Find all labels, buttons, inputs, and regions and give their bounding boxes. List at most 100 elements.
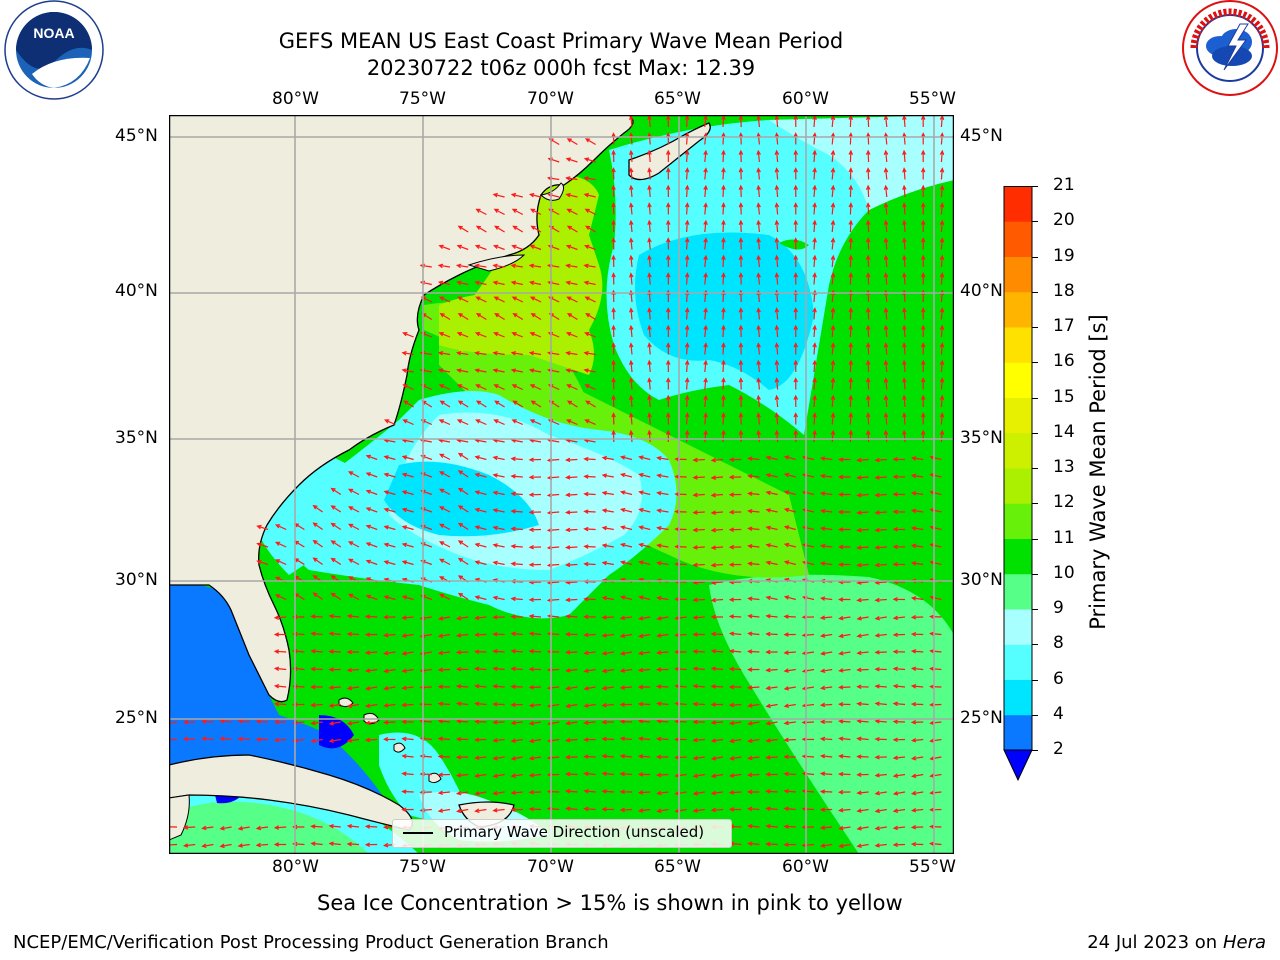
wave-vector-arrow bbox=[655, 736, 669, 742]
wave-vector-arrow bbox=[565, 280, 578, 286]
wave-vector-arrow bbox=[692, 562, 705, 568]
wave-vector-arrow bbox=[756, 272, 761, 285]
wave-vector-arrow bbox=[865, 394, 871, 408]
colorbar-tick-label: 20 bbox=[1053, 210, 1075, 231]
wave-vector-arrow bbox=[510, 738, 523, 743]
wave-vector-arrow bbox=[439, 400, 451, 408]
wave-vector-arrow bbox=[474, 490, 487, 496]
wave-vector-arrow bbox=[330, 557, 342, 566]
wave-vector-arrow bbox=[902, 219, 907, 233]
wave-vector-arrow bbox=[721, 219, 726, 233]
wave-vector-arrow bbox=[812, 132, 817, 145]
wave-vector-arrow bbox=[611, 149, 616, 163]
wave-vector-arrow bbox=[756, 254, 761, 268]
wave-vector-arrow bbox=[457, 540, 469, 548]
wave-vector-arrow bbox=[328, 667, 341, 672]
wave-vector-arrow bbox=[865, 324, 871, 338]
wave-vector-arrow bbox=[692, 808, 705, 813]
wave-vector-arrow bbox=[874, 545, 887, 550]
wave-vector-arrow bbox=[883, 342, 889, 355]
wave-vector-arrow bbox=[403, 400, 414, 408]
wave-vector-arrow bbox=[765, 755, 778, 760]
lon-label-bottom-80w: 80°W bbox=[272, 857, 319, 877]
wave-vector-arrow bbox=[583, 632, 596, 638]
wave-vector-arrow bbox=[703, 429, 708, 443]
wave-vector-arrow bbox=[401, 771, 414, 777]
wave-vector-arrow bbox=[437, 684, 451, 690]
wave-vector-arrow bbox=[528, 492, 542, 498]
wave-vector-arrow bbox=[838, 719, 851, 724]
wave-vector-arrow bbox=[474, 368, 487, 373]
wave-vector-arrow bbox=[647, 412, 652, 425]
wave-vector-arrow bbox=[721, 167, 726, 180]
wave-vector-arrow bbox=[492, 508, 505, 513]
wave-vector-arrow bbox=[939, 307, 945, 320]
wave-vector-arrow bbox=[528, 474, 542, 480]
wave-vector-arrow bbox=[939, 184, 945, 198]
colorbar-label: Primary Wave Mean Period [s] bbox=[1086, 314, 1110, 630]
wave-vector-arrow bbox=[728, 474, 742, 480]
wave-vector-arrow bbox=[765, 490, 778, 496]
wave-vector-arrow bbox=[638, 525, 651, 531]
wave-vector-arrow bbox=[674, 456, 687, 462]
wave-vector-arrow bbox=[456, 808, 469, 814]
wave-vector-arrow bbox=[601, 473, 614, 478]
wave-vector-arrow bbox=[929, 614, 942, 620]
lat-label-left-40n: 40°N bbox=[115, 281, 158, 301]
lat-label-left-45n: 45°N bbox=[115, 126, 158, 146]
wave-vector-arrow bbox=[601, 685, 614, 691]
wave-vector-arrow bbox=[848, 202, 854, 215]
wave-vector-arrow bbox=[312, 522, 323, 530]
wave-vector-arrow bbox=[346, 824, 360, 829]
wave-vector-arrow bbox=[438, 453, 451, 461]
wave-vector-arrow bbox=[474, 666, 487, 672]
wave-vector-arrow bbox=[456, 351, 469, 356]
wave-vector-arrow bbox=[565, 771, 578, 777]
wave-vector-arrow bbox=[738, 167, 744, 180]
wave-vector-arrow bbox=[910, 649, 924, 654]
wave-vector-arrow bbox=[830, 254, 836, 268]
wave-vector-arrow bbox=[583, 509, 596, 514]
wave-vector-arrow bbox=[674, 683, 687, 689]
wave-vector-arrow bbox=[865, 219, 871, 233]
wave-vector-arrow bbox=[774, 429, 780, 443]
wave-vector-arrow bbox=[774, 202, 780, 215]
wave-vector-arrow bbox=[665, 377, 671, 390]
wave-vector-arrow bbox=[364, 824, 378, 829]
wave-vector-arrow bbox=[728, 702, 742, 708]
wave-vector-arrow bbox=[364, 842, 378, 847]
wave-vector-arrow bbox=[529, 296, 542, 303]
wave-vector-arrow bbox=[364, 614, 378, 619]
wave-vector-arrow bbox=[747, 544, 760, 549]
wave-vector-arrow bbox=[830, 307, 836, 320]
wave-vector-arrow bbox=[601, 490, 614, 496]
wave-vector-arrow bbox=[902, 377, 907, 390]
wave-vector-arrow bbox=[647, 149, 652, 163]
wave-vector-arrow bbox=[783, 542, 796, 548]
wave-vector-arrow bbox=[848, 359, 854, 373]
wave-vector-arrow bbox=[874, 510, 887, 515]
wave-vector-arrow bbox=[783, 824, 796, 829]
wave-vector-arrow bbox=[619, 542, 633, 548]
wave-vector-arrow bbox=[856, 667, 869, 673]
wave-vector-arrow bbox=[830, 184, 836, 198]
wave-vector-arrow bbox=[783, 668, 796, 673]
lat-label-right-40n: 40°N bbox=[960, 281, 1003, 301]
wave-vector-arrow bbox=[793, 237, 799, 250]
wave-vector-arrow bbox=[703, 184, 708, 198]
wave-vector-arrow bbox=[438, 419, 451, 426]
wave-vector-arrow bbox=[830, 132, 836, 145]
wave-vector-arrow bbox=[584, 332, 596, 338]
wave-vector-arrow bbox=[310, 841, 323, 847]
wave-vector-arrow bbox=[856, 808, 869, 813]
wave-vector-arrow bbox=[665, 132, 671, 145]
wave-vector-arrow bbox=[703, 412, 708, 425]
wave-vector-arrow bbox=[665, 359, 671, 373]
wave-vector-arrow bbox=[584, 138, 596, 146]
wave-vector-arrow bbox=[721, 324, 726, 338]
wave-vector-arrow bbox=[346, 631, 360, 637]
wave-vector-arrow bbox=[728, 684, 742, 690]
wave-vector-arrow bbox=[611, 167, 616, 180]
wave-vector-arrow bbox=[583, 788, 596, 794]
wave-vector-arrow bbox=[812, 412, 817, 425]
